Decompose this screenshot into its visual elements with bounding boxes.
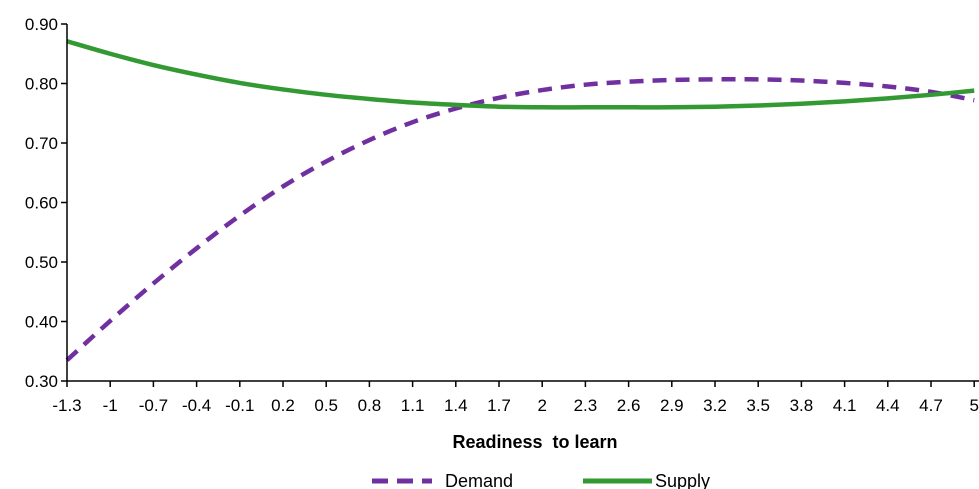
y-tick-label: 0.60: [25, 194, 58, 213]
y-tick-label: 0.50: [25, 253, 58, 272]
x-tick-label: 1.4: [444, 396, 468, 415]
x-tick-label: 0.8: [358, 396, 382, 415]
y-tick-label: 0.70: [25, 134, 58, 153]
x-axis-ticks: -1.3 -1 -0.7 -0.4 -0.1 0.2 0.5 0.8 1.1 1.4 1.7 2 2.3…: [52, 381, 979, 415]
x-tick-label: 2: [537, 396, 546, 415]
y-tick-label: 0.80: [25, 75, 58, 94]
x-tick-label: 3.5: [746, 396, 770, 415]
y-tick-label: 0.40: [25, 313, 58, 332]
legend: Demand Supply: [372, 471, 710, 489]
x-tick-label: -0.4: [182, 396, 211, 415]
x-tick-label: -1: [103, 396, 118, 415]
y-tick-label: 0.90: [25, 15, 58, 34]
x-tick-label: 1.1: [401, 396, 425, 415]
legend-supply-label: Supply: [655, 471, 710, 489]
x-tick-label: 2.9: [660, 396, 684, 415]
x-tick-label: 1.7: [487, 396, 511, 415]
x-tick-label: 3.2: [703, 396, 727, 415]
x-tick-label: 0.2: [271, 396, 295, 415]
y-axis-ticks: 0.30 0.40 0.50 0.60 0.70 0.80 0.90: [25, 15, 67, 391]
y-tick-label: 0.30: [25, 372, 58, 391]
x-tick-label: 4.7: [919, 396, 943, 415]
x-tick-label: 2.6: [617, 396, 641, 415]
x-tick-label: -1.3: [52, 396, 81, 415]
series-line-demand: [65, 76, 975, 362]
x-tick-label: 4.1: [833, 396, 857, 415]
x-tick-label: 3.8: [790, 396, 814, 415]
x-tick-label: 0.5: [314, 396, 338, 415]
x-tick-label: 4.4: [876, 396, 900, 415]
series-line-supply: [66, 39, 975, 110]
x-tick-label: -0.7: [139, 396, 168, 415]
x-tick-label: 2.3: [574, 396, 598, 415]
legend-demand-label: Demand: [445, 471, 513, 489]
x-tick-label: -0.1: [225, 396, 254, 415]
x-tick-label: 5: [969, 396, 978, 415]
x-axis-title: Readiness to learn: [452, 432, 617, 452]
plot-area: [65, 39, 975, 362]
